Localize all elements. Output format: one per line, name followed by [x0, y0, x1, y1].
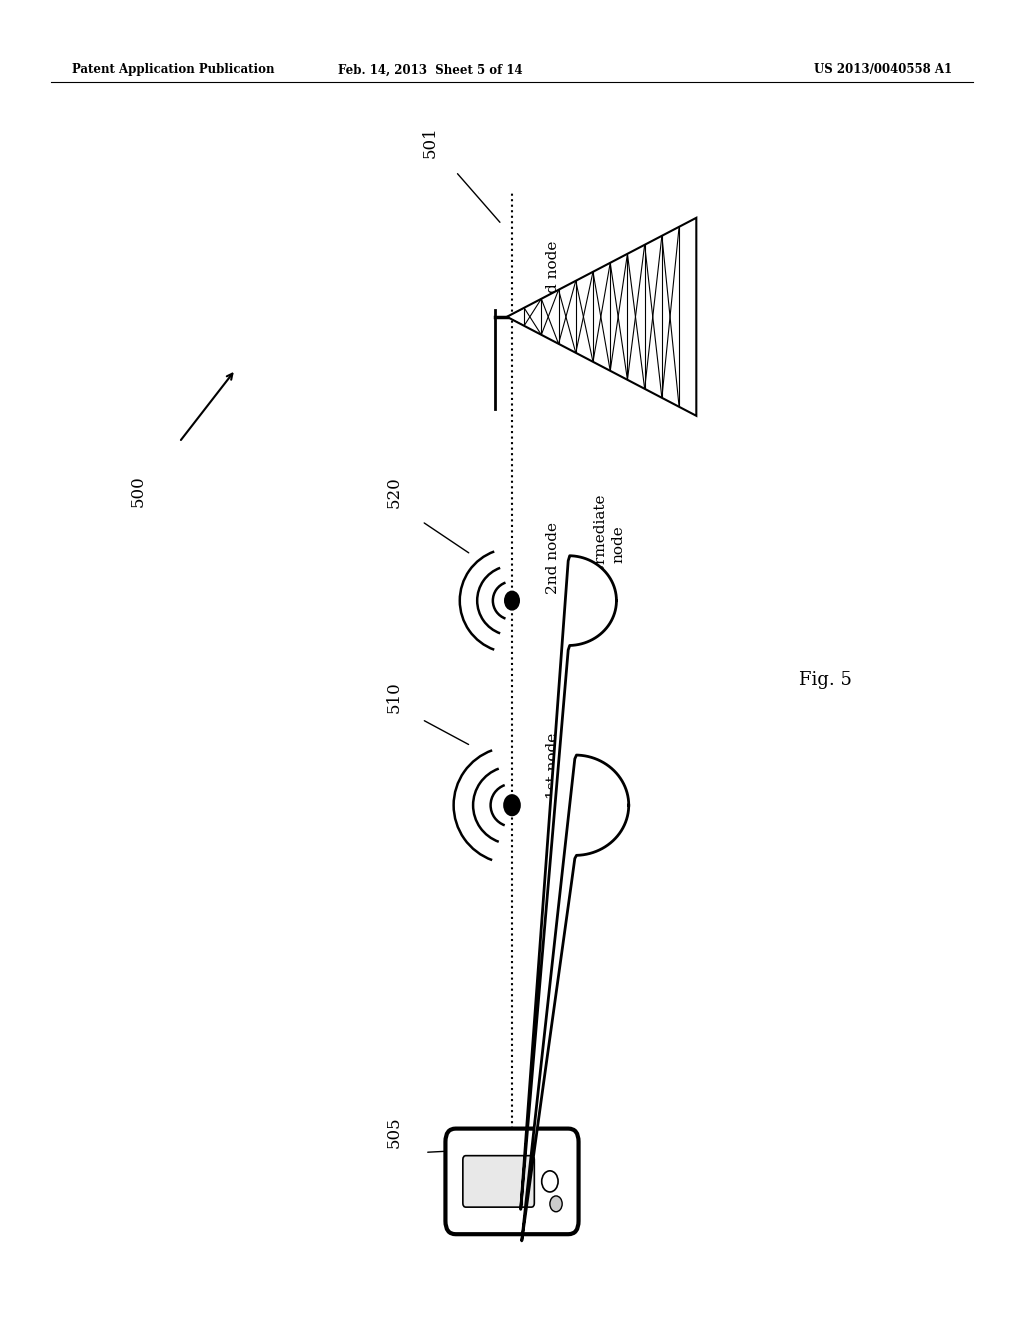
Text: 520: 520: [386, 477, 402, 508]
Polygon shape: [507, 218, 696, 416]
Text: 2nd node: 2nd node: [546, 521, 560, 594]
Circle shape: [504, 795, 520, 816]
Text: 510: 510: [386, 681, 402, 713]
Circle shape: [542, 1171, 558, 1192]
Text: Fig. 5: Fig. 5: [799, 671, 852, 689]
Text: Patent Application Publication: Patent Application Publication: [72, 63, 274, 77]
Polygon shape: [522, 755, 629, 1241]
Text: Feb. 14, 2013  Sheet 5 of 14: Feb. 14, 2013 Sheet 5 of 14: [338, 63, 522, 77]
Text: RN: RN: [601, 771, 617, 799]
Text: 505: 505: [386, 1117, 402, 1148]
FancyBboxPatch shape: [445, 1129, 579, 1234]
Circle shape: [550, 1196, 562, 1212]
Circle shape: [505, 591, 519, 610]
Text: 500: 500: [130, 475, 146, 507]
Text: Intermediate
node: Intermediate node: [593, 494, 626, 594]
Text: 3rd node: 3rd node: [546, 240, 560, 310]
Polygon shape: [521, 556, 616, 1209]
Text: 501: 501: [422, 127, 438, 158]
Text: US 2013/0040558 A1: US 2013/0040558 A1: [814, 63, 952, 77]
Text: BS: BS: [605, 285, 624, 310]
Text: UE: UE: [545, 1148, 561, 1175]
FancyBboxPatch shape: [463, 1156, 535, 1206]
Text: 1st node: 1st node: [546, 733, 560, 799]
